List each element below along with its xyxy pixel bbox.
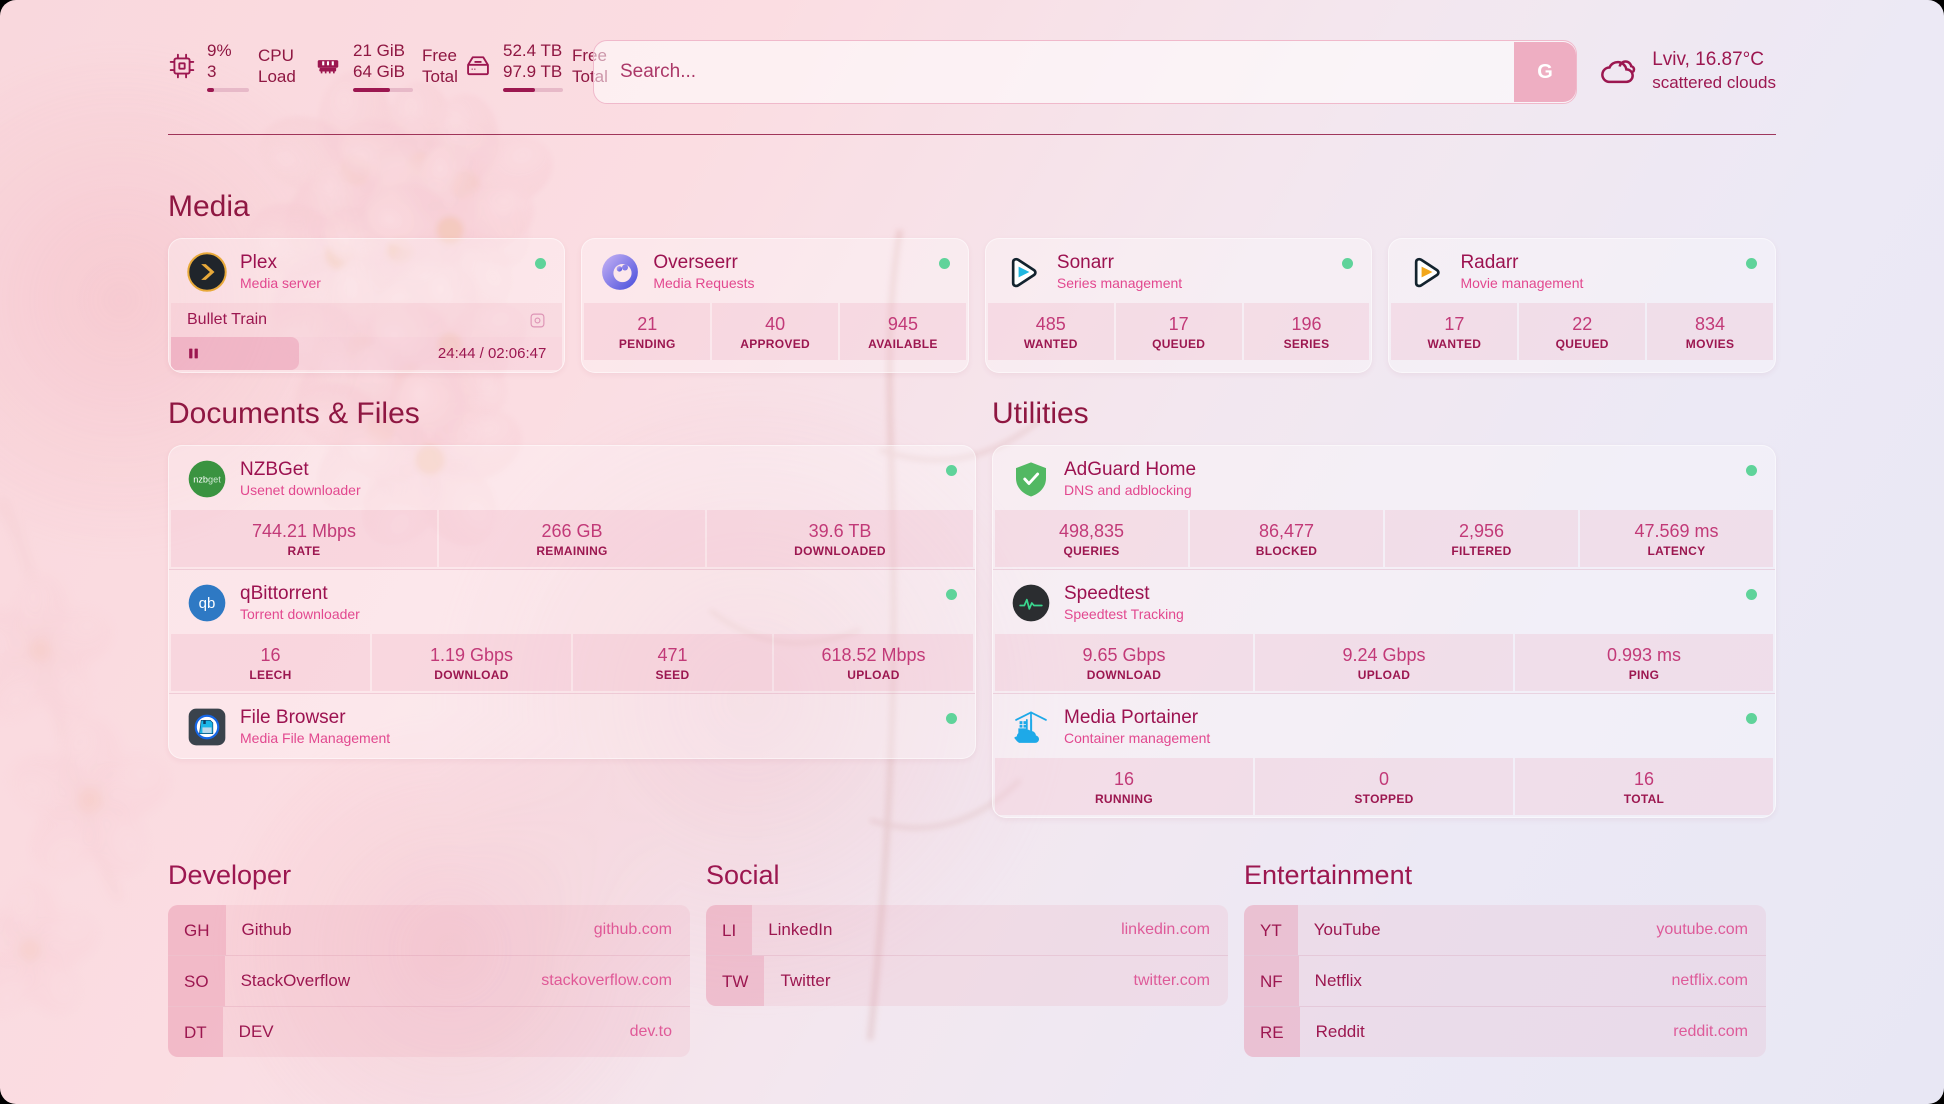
svg-text:qb: qb bbox=[199, 595, 216, 612]
svg-text:nzbget: nzbget bbox=[193, 474, 221, 484]
